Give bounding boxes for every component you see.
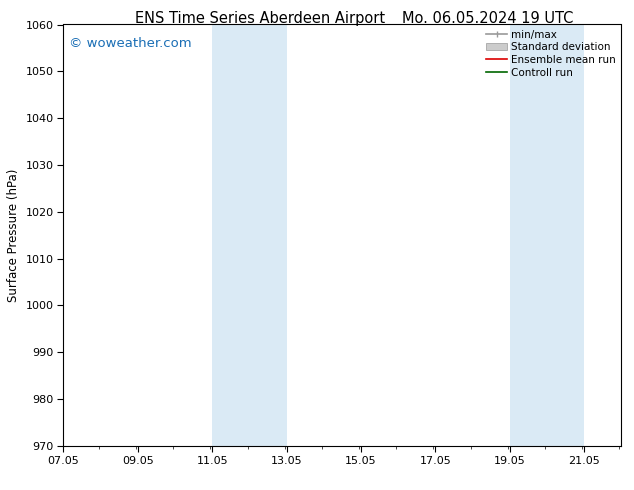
Bar [510,24,547,446]
Text: ENS Time Series Aberdeen Airport: ENS Time Series Aberdeen Airport [135,11,385,26]
Legend: min/max, Standard deviation, Ensemble mean run, Controll run: min/max, Standard deviation, Ensemble me… [484,27,618,79]
Y-axis label: Surface Pressure (hPa): Surface Pressure (hPa) [7,169,20,302]
Bar [212,24,249,446]
Text: © woweather.com: © woweather.com [69,37,191,50]
Text: Mo. 06.05.2024 19 UTC: Mo. 06.05.2024 19 UTC [403,11,574,26]
Bar [547,24,584,446]
Bar [249,24,287,446]
